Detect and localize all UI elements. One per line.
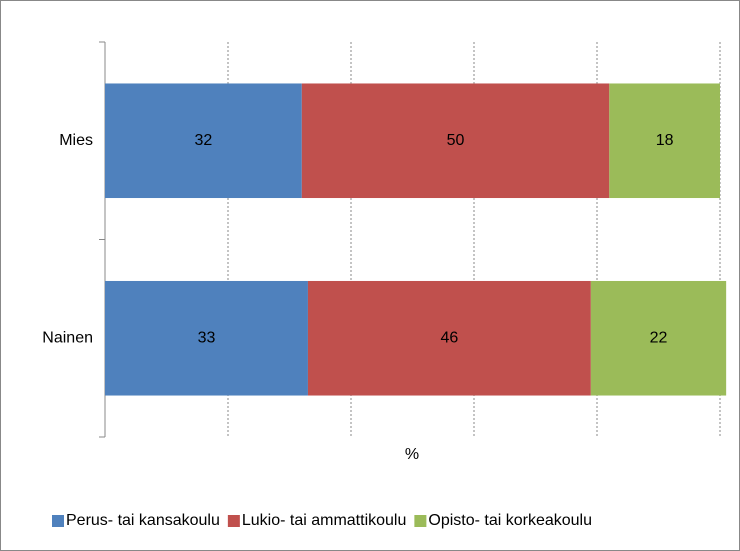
legend-label: Lukio- tai ammattikoulu [242, 512, 407, 529]
legend-label: Perus- tai kansakoulu [66, 512, 220, 529]
legend-swatch [414, 515, 427, 527]
legend-swatch [52, 515, 64, 527]
y-tick-label: Nainen [42, 329, 93, 346]
data-label: 22 [650, 329, 668, 346]
data-label: 32 [195, 132, 213, 149]
bar-segment [105, 83, 302, 199]
data-label: 18 [656, 132, 674, 149]
x-axis-label: % [405, 446, 419, 463]
data-label: 46 [441, 329, 459, 346]
y-tick-label: Mies [59, 132, 93, 149]
bar-segment [307, 280, 591, 396]
data-label: 33 [198, 329, 216, 346]
bar-segment [105, 280, 308, 396]
data-label: 50 [447, 132, 465, 149]
legend-label: Opisto- tai korkeakoulu [428, 512, 592, 529]
bar-segment [301, 83, 610, 199]
legend-swatch [227, 515, 240, 527]
bar-segment [590, 280, 727, 396]
bar-segment [609, 83, 720, 199]
